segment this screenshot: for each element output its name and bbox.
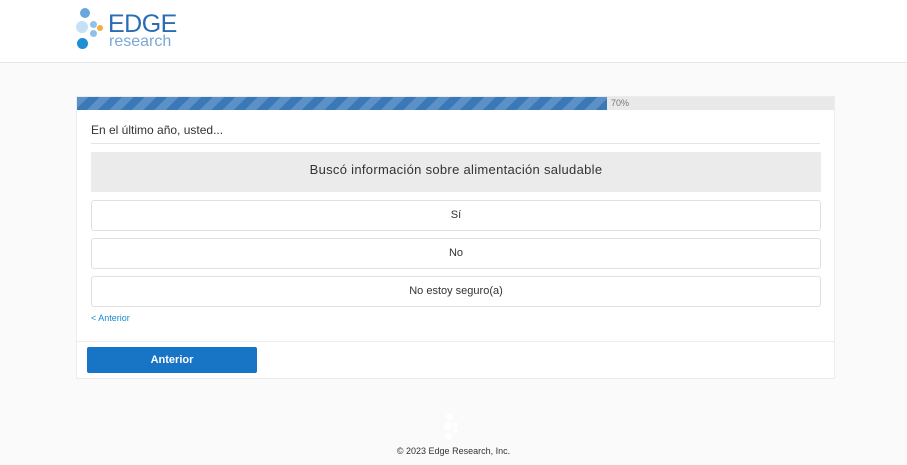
survey-card: 70% En el último año, usted... Buscó inf… [76, 96, 835, 379]
header: EDGE research [0, 0, 907, 63]
back-button[interactable]: Anterior [87, 347, 257, 373]
progress-label: 70% [611, 98, 630, 108]
back-link[interactable]: < Anterior [91, 313, 130, 323]
copyright: © 2023 Edge Research, Inc. [396, 446, 511, 456]
progress-bar: 70% [77, 97, 834, 110]
progress-fill [77, 97, 607, 110]
option-no-seguro[interactable]: No estoy seguro(a) [91, 276, 821, 307]
edge-research-logo: EDGE research [76, 8, 186, 52]
option-no[interactable]: No [91, 238, 821, 269]
divider [91, 143, 820, 144]
question-prompt: En el último año, usted... [91, 123, 224, 137]
option-si[interactable]: Sí [91, 200, 821, 231]
question-statement: Buscó información sobre alimentación sal… [91, 152, 821, 192]
divider [77, 341, 834, 342]
